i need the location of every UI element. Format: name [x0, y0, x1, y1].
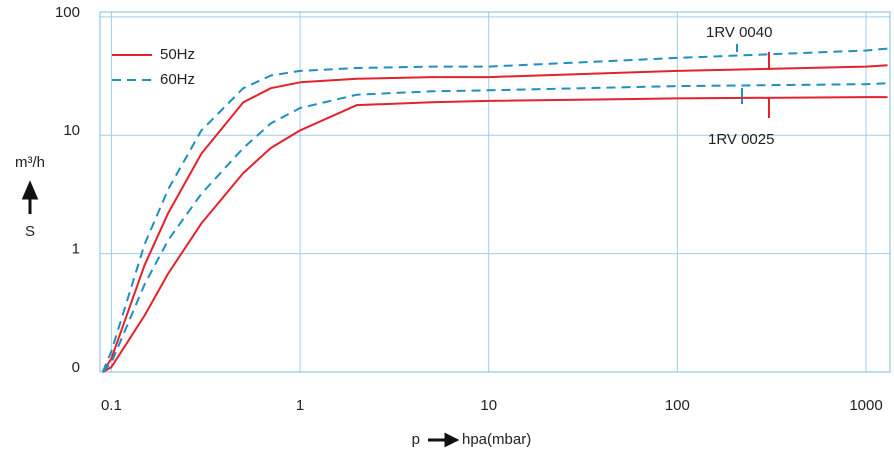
series-line — [102, 82, 888, 373]
series-line — [101, 64, 888, 373]
series-line — [102, 96, 888, 373]
legend-label: 60Hz — [160, 71, 195, 88]
x-tick-label: 1 — [296, 397, 304, 414]
x-label-left: p — [412, 431, 420, 448]
plot-frame — [99, 11, 891, 373]
y-symbol: S — [25, 223, 35, 240]
x-arrow — [428, 432, 460, 448]
annotation-marker — [736, 44, 770, 70]
x-tick-label: 100 — [665, 397, 690, 414]
legend-label: 50Hz — [160, 46, 195, 63]
y-tick-label: 10 — [63, 122, 80, 139]
annotation: 1RV 0025 — [708, 131, 774, 148]
y-label: m³/h — [15, 154, 45, 171]
series-line — [101, 47, 888, 373]
x-tick-label: 10 — [480, 397, 497, 414]
x-tick-label: 0.1 — [101, 397, 122, 414]
annotation: 1RV 0040 — [706, 24, 772, 41]
y-arrow — [21, 180, 39, 214]
x-label: hpa(mbar) — [462, 431, 531, 448]
x-tick-label: 1000 — [849, 397, 882, 414]
y-tick-label: 0 — [72, 359, 80, 376]
y-tick-label: 100 — [55, 4, 80, 21]
y-tick-label: 1 — [72, 241, 80, 258]
